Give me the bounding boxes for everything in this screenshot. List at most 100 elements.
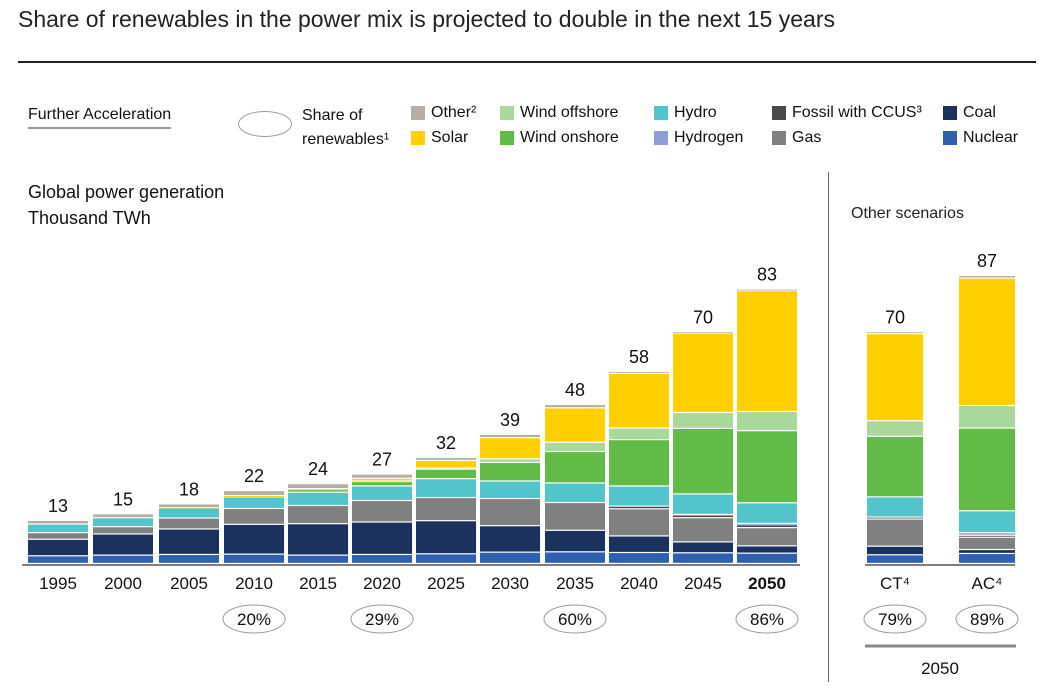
bar-segment-nuclear xyxy=(480,552,540,563)
bar-segment-fossil-with-ccus xyxy=(737,525,797,528)
bar-segment-hydro xyxy=(959,511,1015,533)
bar-segment-hydro xyxy=(224,497,284,508)
bar-segment-solar xyxy=(959,278,1015,405)
bar-segment-coal xyxy=(93,534,153,555)
bar-segment-nuclear xyxy=(288,555,348,563)
legend-swatch xyxy=(411,106,425,120)
share-legend-label: Share of renewables¹ xyxy=(302,104,402,152)
share-legend-oval xyxy=(238,111,292,137)
bar-segment-wind-offshore xyxy=(867,421,923,436)
bar-segment-solar xyxy=(673,333,733,412)
bar-segment-solar xyxy=(224,496,284,497)
share-of-renewables-value: 86% xyxy=(750,610,784,629)
bar-segment-coal xyxy=(28,539,88,556)
bar-segment-nuclear xyxy=(352,555,412,563)
legend-item: Other² xyxy=(411,104,476,122)
bar-segment-wind-onshore xyxy=(480,463,540,481)
bar-segment-coal xyxy=(159,529,219,554)
bar-segment-other xyxy=(416,458,476,460)
bar-segment-nuclear xyxy=(673,553,733,563)
bar-segment-fossil-with-ccus xyxy=(959,535,1015,537)
bar-segment-gas xyxy=(545,503,605,530)
bar-segment-coal xyxy=(867,546,923,555)
bar-segment-nuclear xyxy=(959,554,1015,563)
bar-segment-solar xyxy=(737,291,797,411)
legend-label: Coal xyxy=(963,104,996,121)
legend-item: Coal xyxy=(943,104,996,122)
share-oval xyxy=(350,604,414,634)
bar-segment-fossil-with-ccus xyxy=(673,515,733,518)
category-label: 2030 xyxy=(491,574,529,593)
category-label: CT⁴ xyxy=(880,574,910,593)
bar-segment-other xyxy=(480,434,540,438)
legend-swatch xyxy=(943,106,957,120)
bar-segment-wind-offshore xyxy=(352,481,412,483)
bar-segment-wind-onshore xyxy=(159,508,219,510)
bar-segment-gas xyxy=(224,509,284,524)
legend-item: Hydro xyxy=(654,104,717,122)
bar-segment-fossil-with-ccus xyxy=(867,517,923,519)
figure-title: Share of renewables in the power mix is … xyxy=(18,6,835,32)
share-of-renewables-value: 60% xyxy=(558,610,592,629)
bar-segment-coal xyxy=(288,524,348,555)
legend-swatch xyxy=(943,131,957,145)
bar-segment-hydro xyxy=(352,486,412,500)
y-axis-unit: Thousand TWh xyxy=(28,208,151,228)
category-label: 2015 xyxy=(299,574,337,593)
total-label: 39 xyxy=(500,410,520,430)
bar-segment-coal xyxy=(224,524,284,554)
category-label: 2000 xyxy=(104,574,142,593)
category-label: 1995 xyxy=(39,574,77,593)
share-of-renewables-value: 79% xyxy=(878,610,912,629)
bar-segment-solar xyxy=(867,334,923,421)
bar-segment-hydro xyxy=(93,518,153,527)
bar-segment-coal xyxy=(959,550,1015,553)
category-label: 2020 xyxy=(363,574,401,593)
share-oval xyxy=(863,604,927,634)
bar-segment-other xyxy=(28,520,88,524)
bar-segment-hydro xyxy=(480,481,540,498)
bar-segment-gas xyxy=(93,527,153,534)
legend-label: Solar xyxy=(431,129,469,146)
legend-item: Fossil with CCUS³ xyxy=(772,104,922,122)
bar-segment-other xyxy=(352,474,412,478)
bar-segment-solar xyxy=(288,489,348,490)
total-label: 24 xyxy=(308,459,328,479)
category-label: 2025 xyxy=(427,574,465,593)
bar-segment-wind-onshore xyxy=(416,469,476,479)
bar-segment-gas xyxy=(352,501,412,522)
bar-segment-gas xyxy=(867,519,923,546)
bar-segment-hydro xyxy=(609,486,669,506)
total-label: 13 xyxy=(48,496,68,516)
total-label: 70 xyxy=(885,307,905,327)
total-label: 32 xyxy=(436,433,456,453)
bar-segment-wind-onshore xyxy=(673,428,733,494)
bar-segment-solar xyxy=(416,461,476,468)
bar-segment-hydro xyxy=(673,494,733,514)
bar-segment-wind-onshore xyxy=(288,490,348,492)
bar-segment-other xyxy=(159,504,219,508)
bar-segment-nuclear xyxy=(224,554,284,563)
legend-label: Wind onshore xyxy=(520,129,619,146)
bar-segment-wind-offshore xyxy=(609,428,669,440)
bar-segment-hydrogen xyxy=(959,533,1015,535)
share-of-renewables-value: 20% xyxy=(237,610,271,629)
bar-segment-other xyxy=(288,484,348,488)
legend-label: Gas xyxy=(792,129,822,146)
legend-label: Fossil with CCUS³ xyxy=(792,104,922,121)
legend-label: Other² xyxy=(431,104,477,121)
bar-segment-nuclear xyxy=(416,554,476,563)
bar-segment-other xyxy=(545,405,605,408)
total-label: 18 xyxy=(179,479,199,499)
bar-segment-wind-offshore xyxy=(480,459,540,462)
bar-segment-gas xyxy=(28,533,88,539)
legend-label: Nuclear xyxy=(963,129,1019,146)
bar-segment-wind-offshore xyxy=(959,406,1015,428)
legend-item: Wind offshore xyxy=(500,104,618,122)
total-label: 70 xyxy=(693,307,713,327)
bar-segment-wind-onshore xyxy=(609,440,669,486)
share-oval xyxy=(543,604,607,634)
share-oval xyxy=(735,604,799,634)
